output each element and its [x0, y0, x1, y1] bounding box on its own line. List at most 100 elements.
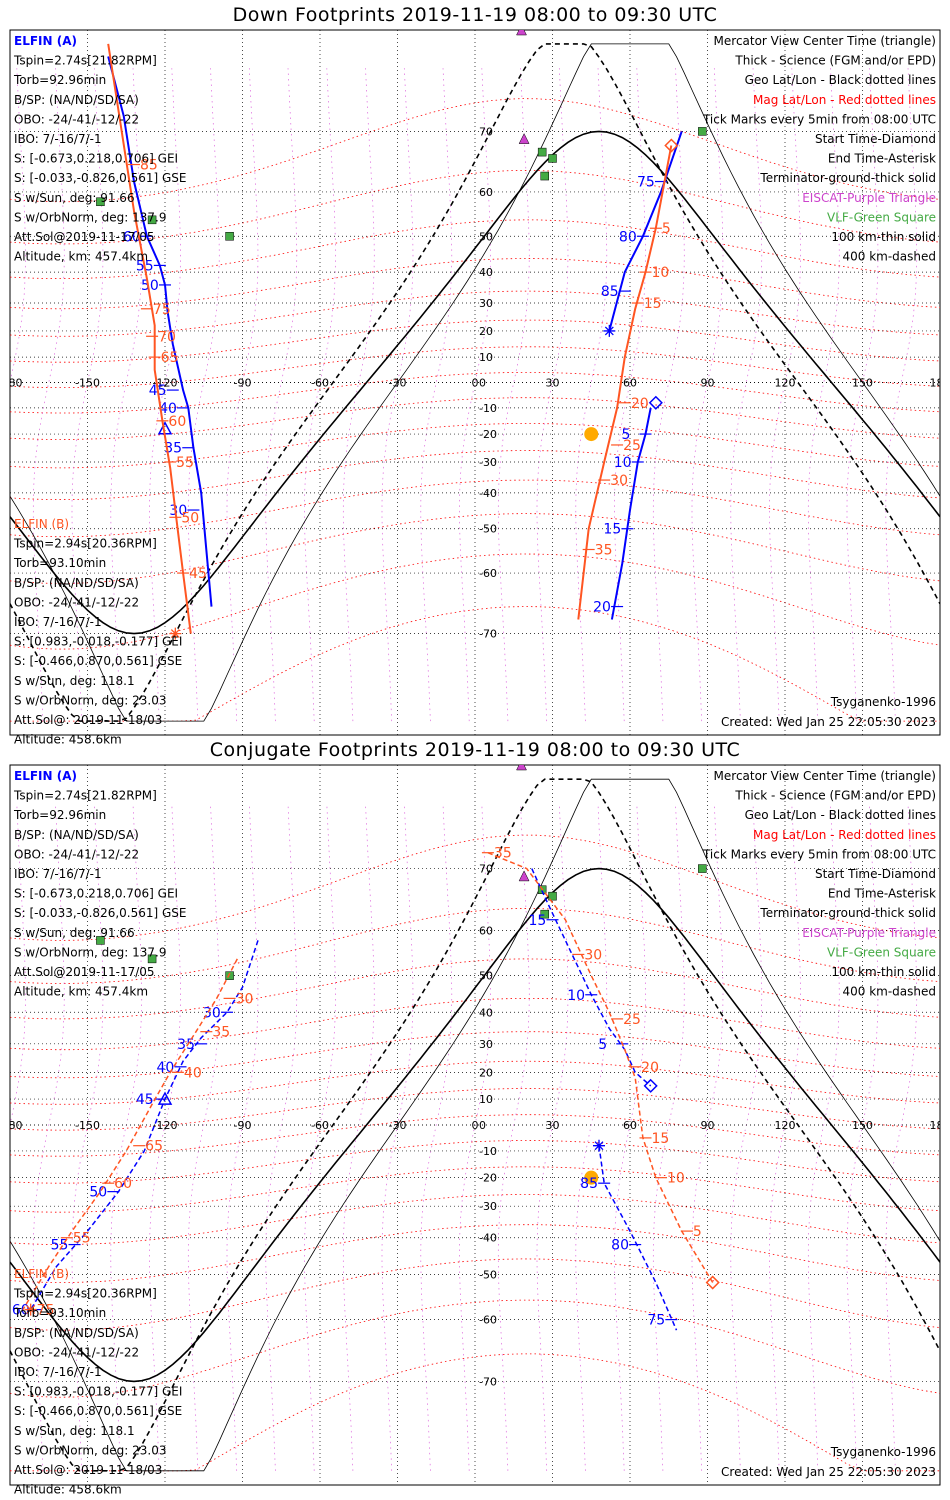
- vlf-marker: [225, 971, 234, 980]
- legend-line: Mercator View Center Time (triangle): [714, 769, 936, 783]
- track-tick-label: 25: [623, 438, 641, 454]
- lon-tick-label: -180: [0, 1119, 22, 1132]
- track-tick-label: 10: [614, 455, 632, 471]
- elfin-b-info-line: S w/Sun, deg: 118.1: [14, 674, 135, 688]
- elfin-a-info-line: Altitude, km: 457.4km: [14, 985, 148, 999]
- mag-lat-line: [10, 450, 940, 501]
- elfin-a-info-line: OBO: -24/-41/-12/-22: [14, 847, 139, 861]
- lat-tick-label: 10: [479, 351, 493, 364]
- elfin-b-info-line: S w/OrbNorm, deg: 23.03: [14, 1443, 166, 1457]
- eiscat-marker: [518, 870, 530, 882]
- track-tick-label: 5: [662, 221, 671, 237]
- mag-lat-line: [10, 423, 940, 469]
- legend-line: Terminator-ground-thick solid: [759, 171, 936, 185]
- legend-line: Thick - Science (FGM and/or EPD): [734, 789, 936, 803]
- track-tick-label: 15: [644, 296, 662, 312]
- terminator-line: [10, 43, 940, 722]
- lon-tick-label: 180: [930, 1119, 950, 1132]
- footer-line: Tsyganenko-1996: [830, 1445, 936, 1459]
- track-tick-label: 30: [203, 1005, 221, 1021]
- track-tick-label: 30: [584, 947, 602, 963]
- lat-tick-label: 0: [479, 1119, 486, 1132]
- legend-line: Start Time-Diamond: [815, 132, 936, 146]
- elfin-a-info-line: B/SP: (NA/ND/SD/SA): [14, 93, 139, 107]
- elfin-a-info-line: S: [-0.673,0.218,0.706] GEI: [14, 887, 178, 901]
- elfin-a-info-line: ELFIN (A): [14, 769, 77, 783]
- track-tick-label: 45: [136, 1092, 154, 1108]
- mag-lat-line: [10, 1194, 940, 1246]
- legend-line: Mercator View Center Time (triangle): [714, 34, 936, 48]
- elfin-b-info-line: S: [0.983,-0.018,-0.177] GEI: [14, 1385, 182, 1399]
- lon-tick-label: -60: [311, 1119, 329, 1132]
- lon-tick-label: -60: [311, 377, 329, 390]
- mag-lat-line: [10, 258, 940, 310]
- track-tick-label: 55: [51, 1238, 69, 1254]
- lat-tick-label: -10: [479, 402, 497, 415]
- track-tick-label: 65: [145, 1139, 163, 1155]
- elfin-b-info-line: S w/Sun, deg: 118.1: [14, 1424, 135, 1438]
- end-asterisk: [24, 1303, 37, 1316]
- legend-line: Mag Lat/Lon - Red dotted lines: [753, 93, 936, 107]
- lon-tick-label: -150: [75, 377, 100, 390]
- view-center-triangle: [157, 1091, 173, 1105]
- lat-tick-label: 60: [479, 924, 493, 937]
- legend-line: Mag Lat/Lon - Red dotted lines: [753, 828, 936, 842]
- lat-tick-label: 50: [479, 230, 493, 243]
- elfin-a-info-line: S w/OrbNorm, deg: 137.9: [14, 210, 166, 224]
- start-diamond: [664, 138, 679, 153]
- lon-tick-label: 0: [472, 377, 479, 390]
- mag-lat-line: [10, 1299, 940, 1398]
- lat-tick-label: -40: [479, 487, 497, 500]
- track-tick-label: 75: [37, 1303, 55, 1319]
- lat-tick-label: 70: [479, 125, 493, 138]
- vlf-marker: [225, 232, 234, 241]
- eiscat-marker: [518, 133, 530, 144]
- elfin-b-info-line: ELFIN (B): [14, 517, 69, 531]
- lon-tick-label: 180: [930, 377, 950, 390]
- mag-lat-line: [10, 1166, 940, 1213]
- elfin-b-info-line: IBO: 7/-16/7/-1: [14, 1365, 102, 1379]
- elfin-b-info-line: S: [0.983,-0.018,-0.177] GEI: [14, 635, 182, 649]
- elfin-b-info-line: OBO: -24/-41/-12/-22: [14, 1345, 139, 1359]
- map-panel-1: -180 -150 -120 -90 -60 -30 0 30 60 90 120 150 180-70…: [0, 764, 950, 1497]
- end-asterisk: [593, 1139, 605, 1152]
- track-tick-label: 20: [593, 600, 611, 616]
- track-tick-label: 10: [667, 1171, 685, 1187]
- elfin-b-info-line: Tspin=2.94s[20.36RPM]: [13, 537, 157, 551]
- track-tick-label: 50: [89, 1185, 107, 1201]
- lat-tick-label: -10: [479, 1145, 497, 1158]
- mag-lat-line: [10, 397, 940, 440]
- lat-tick-label: 20: [479, 1066, 493, 1079]
- elfin-a-info-line: S: [-0.033,-0.826,0.561] GSE: [14, 171, 187, 185]
- lon-tick-label: 90: [701, 1119, 715, 1132]
- legend-line: Start Time-Diamond: [815, 867, 936, 881]
- elfin-b-info-line: Tspin=2.94s[20.36RPM]: [13, 1287, 157, 1301]
- map-area: -180 -150 -120 -90 -60 -30 0 30 60 90 120 150 180-70…: [0, 765, 950, 1485]
- legend-line: End Time-Asterisk: [828, 152, 936, 166]
- mag-lat-line: [10, 907, 940, 984]
- track-tick-label: 50: [141, 278, 159, 294]
- vlf-marker: [147, 954, 157, 964]
- lon-tick-label: -180: [0, 377, 22, 390]
- lat-tick-label: 50: [479, 970, 493, 983]
- track-tick-label: 35: [212, 1025, 230, 1041]
- vlf-marker: [548, 154, 557, 163]
- elfin-a-info-line: S: [-0.033,-0.826,0.561] GSE: [14, 906, 187, 920]
- lon-tick-label: 60: [623, 377, 637, 390]
- track-tick-label: 35: [494, 846, 512, 862]
- lon-tick-label: 0: [472, 1119, 479, 1132]
- mag-lat-line: [10, 1114, 940, 1157]
- legend-line: Terminator-ground-thick solid: [759, 906, 936, 920]
- track-tick-label: 65: [161, 350, 179, 366]
- vlf-marker: [548, 891, 557, 901]
- track-tick-label: 85: [580, 1176, 598, 1192]
- track-tick-label: 50: [181, 510, 199, 526]
- top-panel-title: Down Footprints 2019-11-19 08:00 to 09:3…: [232, 4, 718, 26]
- track-tick-label: 5: [598, 1037, 607, 1053]
- legend-line: VLF-Green Square: [827, 945, 936, 959]
- track-tick-label: 15: [603, 522, 621, 538]
- orbit-track-elfinb: [107, 43, 192, 634]
- footer-line: Created: Wed Jan 25 22:05:30 2023: [721, 1465, 936, 1479]
- elfin-a-info-line: ELFIN (A): [14, 34, 77, 48]
